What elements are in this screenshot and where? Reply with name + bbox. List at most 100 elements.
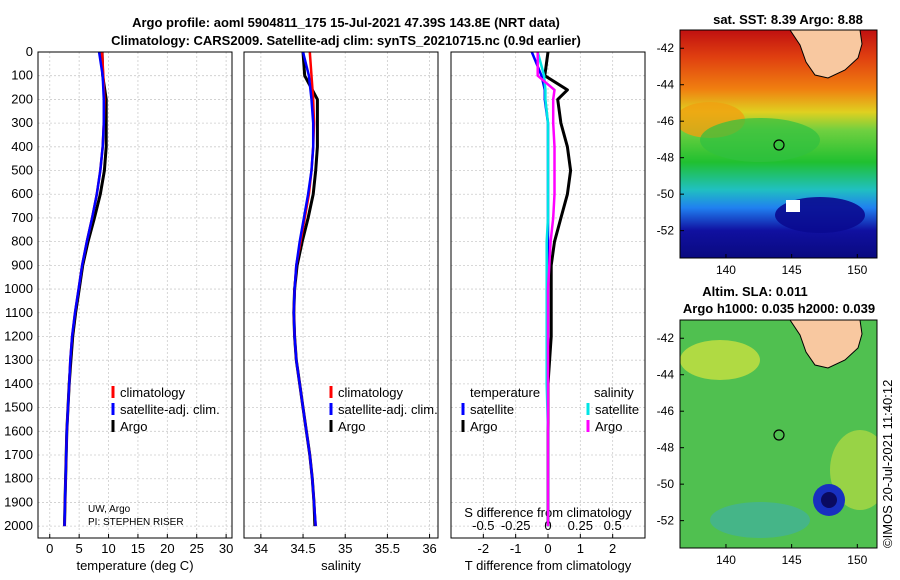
x-tick-label: 35	[338, 541, 352, 556]
x-tick-label: 35.5	[375, 541, 400, 556]
diff-salinity-legend: salinity satellite Argo	[586, 385, 639, 434]
x-tick-label: 25	[189, 541, 203, 556]
legend-satellite-adj-label: satellite-adj. clim.	[120, 402, 220, 417]
depth-tick-label: 100	[11, 68, 33, 83]
sla-eddy-core	[821, 492, 837, 508]
legend-argo-label: Argo	[338, 419, 365, 434]
depth-tick-label: 1600	[4, 423, 33, 438]
x-tick-label: 2	[609, 541, 616, 556]
legend-climatology-label: climatology	[120, 385, 186, 400]
depth-tick-label: 1000	[4, 281, 33, 296]
depth-tick-label: 200	[11, 91, 33, 106]
sst-map	[680, 30, 877, 258]
map-lon-tick-label: 150	[847, 553, 867, 567]
sla-argo-location	[773, 429, 785, 441]
depth-tick-label: 1400	[4, 376, 33, 391]
depth-tick-label: 1800	[4, 471, 33, 486]
top-x-tick-label: -0.25	[501, 518, 531, 533]
map-lon-tick-label: 145	[782, 263, 802, 277]
depth-tick-label: 1100	[5, 305, 33, 320]
map-lat-tick-label: -42	[657, 331, 675, 345]
sst-map-title: sat. SST: 8.39 Argo: 8.88	[713, 12, 863, 27]
x-tick-label: 5	[76, 541, 83, 556]
x-axis-label: T difference from climatology	[465, 558, 632, 573]
x-tick-label: -2	[478, 541, 490, 556]
map-lat-tick-label: -48	[657, 151, 675, 165]
map-lon-tick-label: 140	[716, 263, 736, 277]
sla-high-patch	[680, 340, 760, 380]
depth-tick-label: 300	[11, 115, 33, 130]
map-lat-tick-label: -48	[657, 441, 675, 455]
x-tick-label: 15	[131, 541, 145, 556]
diff-temperature-header: temperature	[470, 385, 540, 400]
x-axis-label: temperature (deg C)	[76, 558, 193, 573]
diff-temperature-legend: temperature satellite Argo	[461, 385, 540, 434]
legend-temp-satellite-label: satellite	[470, 402, 514, 417]
map-lon-tick-label: 150	[847, 263, 867, 277]
series-line-salinity-argo	[536, 52, 556, 527]
depth-tick-label: 1300	[4, 352, 33, 367]
map-lat-tick-label: -50	[657, 477, 675, 491]
x-tick-label: 36	[422, 541, 436, 556]
x-tick-label: 1	[577, 541, 584, 556]
legend-climatology-label: climatology	[338, 385, 404, 400]
x-tick-label: 0	[46, 541, 53, 556]
legend-satellite-adj-label: satellite-adj. clim.	[338, 402, 438, 417]
figure-title-line1: Argo profile: aoml 5904811_175 15-Jul-20…	[132, 15, 560, 30]
figure-title-line2: Climatology: CARS2009. Satellite-adj cli…	[111, 33, 581, 48]
sla-high-patch	[830, 430, 877, 510]
map-lat-tick-label: -52	[657, 514, 675, 528]
depth-tick-label: 500	[11, 163, 33, 178]
depth-tick-label: 900	[11, 257, 33, 272]
map-lat-tick-label: -46	[657, 114, 675, 128]
series-line-satellite-adj-clim-	[63, 51, 106, 527]
x-tick-label: 34	[254, 541, 268, 556]
salinity-panel: 34 34.5 35 35.5 36 salinity	[243, 51, 439, 573]
map-lon-tick-label: 140	[716, 553, 736, 567]
diff-salinity-header: salinity	[594, 385, 634, 400]
sla-map-frame	[679, 319, 878, 549]
x-tick-label: 10	[101, 541, 115, 556]
depth-tick-label: 400	[11, 139, 33, 154]
salinity-legend: climatology satellite-adj. clim. Argo	[329, 385, 438, 434]
sla-low-patch	[710, 502, 810, 538]
depth-tick-label: 1900	[4, 494, 33, 509]
temperature-panel: 0 5 10 15 20 25 30 temperature (deg C)	[37, 51, 233, 573]
depth-tick-label: 1500	[4, 400, 33, 415]
sla-map-axes: -42 -44 -46 -48 -50 -52 140 145 150	[657, 331, 868, 567]
top-x-tick-label: 0.5	[604, 518, 622, 533]
sla-land-tasmania	[789, 320, 863, 369]
legend-sal-argo-label: Argo	[595, 419, 622, 434]
sst-missing-data	[786, 200, 800, 212]
top-x-tick-label: 0.25	[568, 518, 593, 533]
depth-tick-label: 0	[26, 44, 33, 59]
series-line-satellite-adj-clim-	[292, 51, 317, 527]
sst-map-frame	[679, 29, 878, 259]
map-lat-tick-label: -44	[657, 78, 675, 92]
x-tick-label: 30	[219, 541, 233, 556]
map-lat-tick-label: -52	[657, 224, 675, 238]
depth-tick-label: 2000	[4, 518, 33, 533]
depth-tick-label: 800	[11, 234, 33, 249]
map-lat-tick-label: -44	[657, 368, 675, 382]
sst-map-axes: -42 -44 -46 -48 -50 -52 140 145 150	[657, 41, 868, 277]
depth-tick-label: 700	[11, 210, 33, 225]
legend-sal-satellite-label: satellite	[595, 402, 639, 417]
sla-map	[680, 320, 877, 548]
x-tick-label: 34.5	[290, 541, 315, 556]
source-line2: PI: STEPHEN RISER	[88, 517, 184, 528]
sst-green-band	[700, 118, 820, 162]
credit-label: ©IMOS 20-Jul-2021 11:40:12	[880, 380, 895, 548]
x-tick-label: 20	[160, 541, 174, 556]
sst-land-tasmania	[789, 30, 863, 79]
x-axis-label: salinity	[321, 558, 361, 573]
x-tick-label: -1	[510, 541, 522, 556]
difference-panel: -2 -1 0 1 2-0.5 -0.25 0 0.25 0.5S difference fro…	[450, 51, 646, 573]
sla-map-title-line2: Argo h1000: 0.035 h2000: 0.039	[683, 301, 875, 316]
source-line1: UW, Argo	[88, 504, 131, 515]
panel-frame	[450, 51, 646, 539]
depth-axis: 0 100 200 300 400 500 600 700 800 900 1000 1100 1200…	[4, 44, 33, 533]
sst-argo-location	[773, 139, 785, 151]
map-lon-tick-label: 145	[782, 553, 802, 567]
